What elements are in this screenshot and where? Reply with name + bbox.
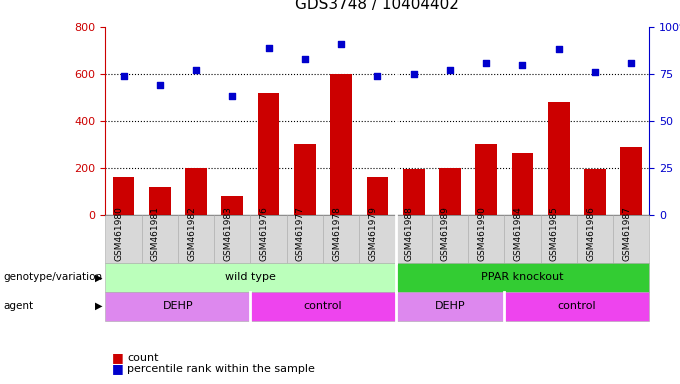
Text: GSM461976: GSM461976 <box>260 206 269 261</box>
Text: ■: ■ <box>112 351 124 364</box>
Text: GDS3748 / 10404402: GDS3748 / 10404402 <box>296 0 459 12</box>
Text: GSM461985: GSM461985 <box>549 206 559 261</box>
Text: genotype/variation: genotype/variation <box>3 272 103 283</box>
Text: count: count <box>127 353 158 363</box>
Text: GSM461978: GSM461978 <box>332 206 341 261</box>
Bar <box>548 102 570 215</box>
Point <box>445 67 456 73</box>
Text: GSM461981: GSM461981 <box>151 206 160 261</box>
Bar <box>113 177 135 215</box>
Point <box>263 45 274 51</box>
Text: DEHP: DEHP <box>163 301 193 311</box>
Text: GSM461984: GSM461984 <box>513 206 522 261</box>
Point <box>118 73 129 79</box>
Point <box>154 82 165 88</box>
Point <box>299 56 310 62</box>
Bar <box>185 168 207 215</box>
Point <box>372 73 383 79</box>
Text: ▶: ▶ <box>95 272 102 283</box>
Text: GSM461980: GSM461980 <box>114 206 124 261</box>
Point <box>227 93 238 99</box>
Bar <box>475 144 497 215</box>
Point <box>590 69 600 75</box>
Bar <box>149 187 171 215</box>
Text: wild type: wild type <box>225 272 276 283</box>
Text: GSM461987: GSM461987 <box>622 206 631 261</box>
Point <box>626 60 636 66</box>
Bar <box>222 196 243 215</box>
Text: ■: ■ <box>112 362 124 375</box>
Bar <box>330 74 352 215</box>
Point <box>408 71 419 77</box>
Text: DEHP: DEHP <box>435 301 465 311</box>
Text: GSM461977: GSM461977 <box>296 206 305 261</box>
Text: ▶: ▶ <box>95 301 102 311</box>
Text: GSM461982: GSM461982 <box>187 206 196 261</box>
Text: control: control <box>558 301 596 311</box>
Text: GSM461986: GSM461986 <box>586 206 595 261</box>
Text: GSM461990: GSM461990 <box>477 206 486 261</box>
Point <box>190 67 201 73</box>
Text: PPAR knockout: PPAR knockout <box>481 272 564 283</box>
Bar <box>258 93 279 215</box>
Text: GSM461988: GSM461988 <box>405 206 413 261</box>
Point <box>554 46 564 53</box>
Point <box>481 60 492 66</box>
Text: percentile rank within the sample: percentile rank within the sample <box>127 364 315 374</box>
Bar <box>294 144 316 215</box>
Text: GSM461989: GSM461989 <box>441 206 450 261</box>
Bar <box>439 168 461 215</box>
Bar <box>367 177 388 215</box>
Text: agent: agent <box>3 301 33 311</box>
Text: control: control <box>304 301 342 311</box>
Bar <box>403 169 424 215</box>
Text: GSM461979: GSM461979 <box>369 206 377 261</box>
Text: GSM461983: GSM461983 <box>223 206 233 261</box>
Bar <box>620 147 642 215</box>
Point <box>517 61 528 68</box>
Bar <box>511 153 533 215</box>
Point <box>336 41 347 47</box>
Bar <box>584 169 606 215</box>
